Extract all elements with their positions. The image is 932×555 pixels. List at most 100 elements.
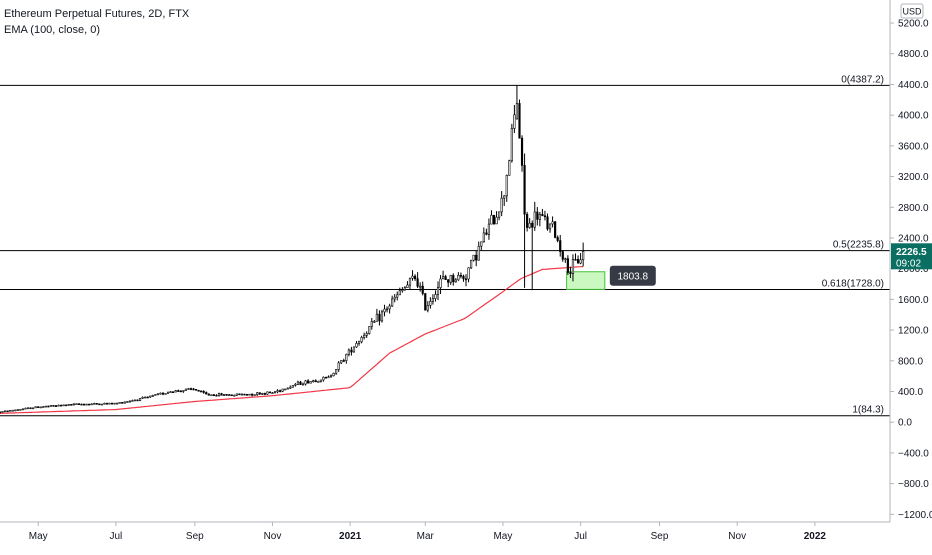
candle-body	[118, 402, 121, 404]
candle-body	[202, 391, 205, 393]
price-tick-label: 2800.0	[898, 203, 929, 214]
candle-body	[57, 404, 60, 407]
candle-body	[520, 137, 524, 166]
candle-body	[429, 300, 432, 306]
candle-body	[266, 391, 269, 395]
candle-body	[149, 395, 152, 398]
candle-body	[184, 388, 187, 391]
currency-box[interactable]	[900, 3, 924, 19]
candle-body	[531, 222, 534, 228]
candle-body	[385, 308, 389, 311]
candle-body	[225, 394, 228, 396]
candle-body	[207, 393, 210, 396]
candle-body	[340, 360, 343, 364]
candle-body	[559, 240, 562, 252]
price-tick-label: 3200.0	[898, 172, 929, 183]
candle-body	[238, 393, 241, 396]
candle-body	[556, 237, 559, 241]
price-tick-label: 4800.0	[898, 49, 929, 60]
candle-body	[360, 337, 363, 343]
candle-body	[411, 275, 414, 279]
candle-body	[93, 403, 96, 405]
time-tick-label: Nov	[728, 531, 746, 542]
candle-body	[526, 213, 529, 228]
candle-body	[314, 380, 317, 383]
candle-body	[179, 390, 182, 393]
candle-body	[192, 388, 195, 391]
candle-body	[571, 259, 575, 274]
zone-box	[566, 271, 606, 290]
candle-body	[32, 407, 35, 410]
candle-body	[554, 221, 557, 238]
candle-body	[271, 392, 274, 394]
candle-body	[515, 103, 519, 120]
candle-body	[332, 372, 335, 377]
candle-body	[434, 294, 437, 299]
candle-body	[403, 287, 406, 291]
candle-body	[475, 254, 478, 261]
candle-body	[291, 385, 294, 388]
candle-body	[174, 390, 177, 393]
candle-body	[459, 274, 463, 277]
candle-body	[131, 400, 134, 402]
candle-body	[9, 410, 12, 412]
candle-body	[85, 403, 88, 406]
candle-body	[393, 296, 396, 300]
candle-body	[576, 259, 580, 264]
candle-body	[223, 394, 226, 396]
price-tick-label: 800.0	[898, 356, 923, 367]
candle-body	[546, 216, 549, 230]
candle-body	[329, 375, 333, 378]
candle-body	[90, 403, 93, 406]
candle-body	[75, 403, 78, 405]
candle-body	[200, 390, 203, 393]
candle-body	[391, 298, 394, 307]
price-tick-label: 0.0	[898, 418, 912, 429]
candle-body	[166, 391, 170, 394]
candle-body	[60, 404, 63, 407]
candle-body	[284, 388, 287, 391]
time-tick-label: Nov	[264, 531, 282, 542]
candle-body	[355, 342, 358, 348]
candle-body	[276, 390, 279, 393]
candle-body	[11, 409, 14, 412]
candle-body	[182, 390, 185, 392]
candle-body	[401, 289, 404, 292]
candle-body	[342, 360, 345, 362]
candle-body	[398, 290, 401, 296]
candle-body	[335, 369, 338, 374]
candle-body	[513, 114, 516, 129]
candle-body	[6, 410, 9, 413]
candle-body	[551, 221, 554, 225]
candle-body	[121, 402, 124, 404]
price-tick-label: 4000.0	[898, 111, 929, 122]
candle-body	[503, 195, 506, 199]
candle-body	[561, 251, 564, 260]
price-tick-label: 3600.0	[898, 141, 929, 152]
candle-body	[548, 223, 552, 230]
candle-body	[235, 393, 238, 396]
time-tick-label: Jul	[574, 531, 587, 542]
candle-body	[133, 399, 137, 402]
candle-body	[464, 278, 468, 281]
indicator-label: EMA (100, close, 0)	[4, 24, 100, 36]
candle-body	[251, 393, 254, 396]
candle-body	[54, 405, 58, 407]
candle-body	[452, 275, 455, 283]
candle-body	[100, 403, 103, 406]
candle-body	[230, 394, 233, 397]
fib-label: 1(84.3)	[852, 405, 884, 416]
candle-body	[327, 376, 330, 379]
candle-body	[42, 406, 45, 408]
fib-label: 0.618(1728.0)	[822, 279, 884, 290]
candle-body	[528, 222, 531, 228]
currency-label[interactable]: USD	[902, 7, 922, 17]
price-tick-label: 2000.0	[898, 264, 929, 275]
candle-body	[388, 305, 391, 310]
candle-body	[533, 211, 536, 228]
candle-body	[44, 405, 47, 408]
candle-body	[436, 287, 440, 295]
candle-body	[146, 396, 149, 399]
